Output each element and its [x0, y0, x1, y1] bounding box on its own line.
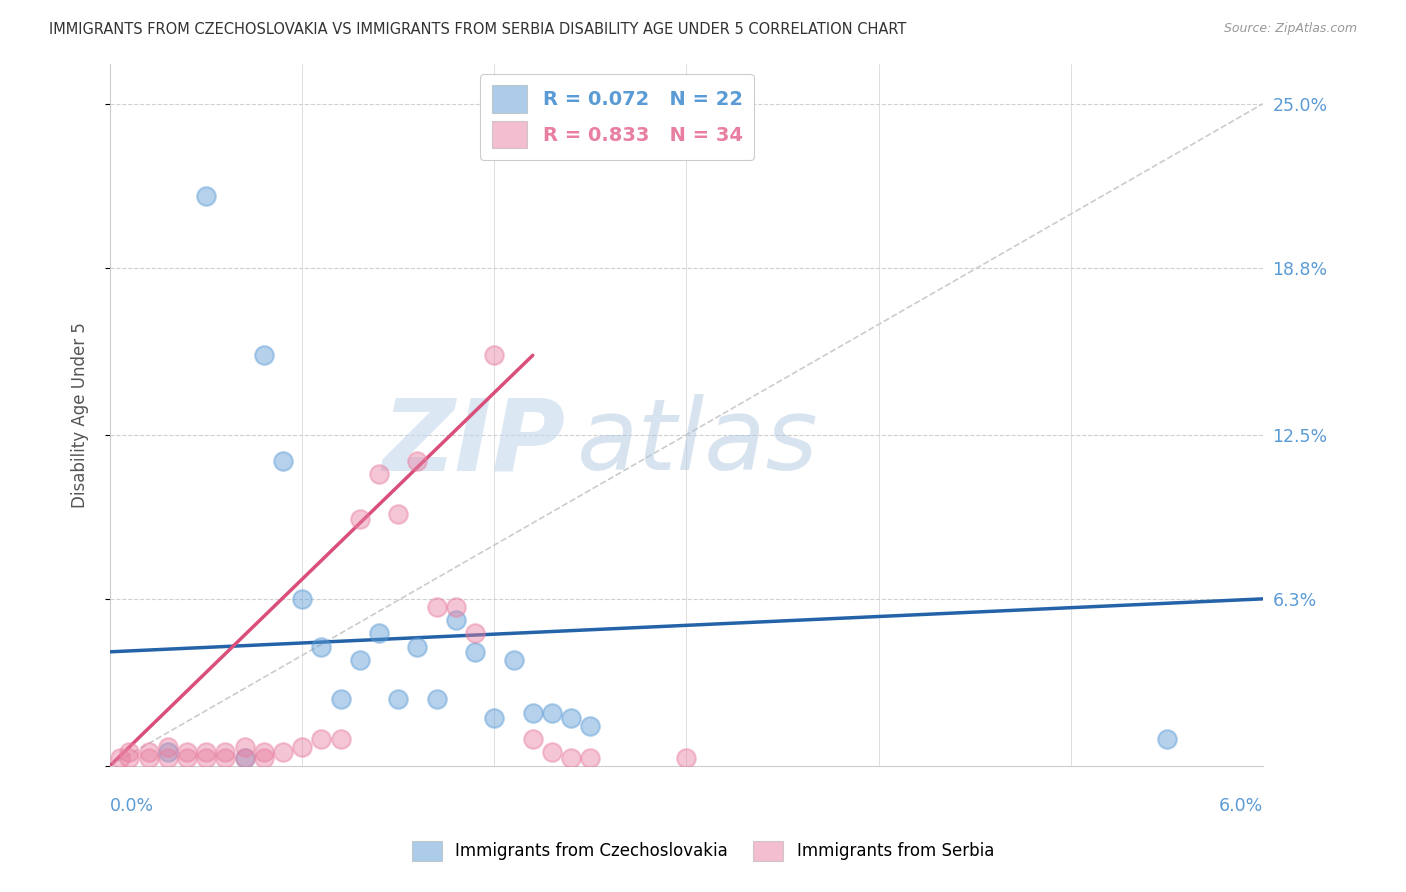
- Point: [271, 746, 294, 760]
- Point: [406, 640, 429, 654]
- Point: [176, 750, 198, 764]
- Point: [522, 732, 544, 747]
- Point: [387, 507, 409, 521]
- Point: [541, 746, 564, 760]
- Y-axis label: Disability Age Under 5: Disability Age Under 5: [72, 322, 89, 508]
- Point: [195, 750, 218, 764]
- Point: [118, 750, 141, 764]
- Point: [156, 740, 179, 755]
- Point: [522, 706, 544, 720]
- Point: [444, 599, 467, 614]
- Point: [387, 692, 409, 706]
- Point: [311, 640, 333, 654]
- Text: 6.0%: 6.0%: [1219, 797, 1263, 815]
- Point: [426, 599, 449, 614]
- Point: [541, 706, 564, 720]
- Point: [214, 746, 236, 760]
- Point: [233, 740, 256, 755]
- Point: [253, 348, 276, 362]
- Point: [464, 645, 486, 659]
- Point: [675, 750, 697, 764]
- Point: [484, 348, 506, 362]
- Point: [444, 613, 467, 627]
- Point: [253, 750, 276, 764]
- Point: [214, 750, 236, 764]
- Point: [156, 746, 179, 760]
- Point: [406, 454, 429, 468]
- Point: [329, 732, 352, 747]
- Text: atlas: atlas: [576, 394, 818, 491]
- Point: [233, 750, 256, 764]
- Point: [195, 189, 218, 203]
- Point: [311, 732, 333, 747]
- Point: [349, 653, 371, 667]
- Point: [329, 692, 352, 706]
- Point: [1156, 732, 1178, 747]
- Point: [426, 692, 449, 706]
- Point: [579, 719, 602, 733]
- Point: [560, 711, 582, 725]
- Point: [349, 512, 371, 526]
- Point: [579, 750, 602, 764]
- Point: [271, 454, 294, 468]
- Text: Source: ZipAtlas.com: Source: ZipAtlas.com: [1223, 22, 1357, 36]
- Point: [502, 653, 524, 667]
- Point: [291, 740, 314, 755]
- Legend: Immigrants from Czechoslovakia, Immigrants from Serbia: Immigrants from Czechoslovakia, Immigran…: [405, 834, 1001, 868]
- Text: ZIP: ZIP: [382, 394, 565, 491]
- Point: [253, 746, 276, 760]
- Point: [195, 746, 218, 760]
- Point: [368, 467, 391, 482]
- Point: [138, 746, 160, 760]
- Legend: R = 0.072   N = 22, R = 0.833   N = 34: R = 0.072 N = 22, R = 0.833 N = 34: [481, 74, 754, 160]
- Point: [118, 746, 141, 760]
- Point: [138, 750, 160, 764]
- Point: [368, 626, 391, 640]
- Point: [156, 750, 179, 764]
- Text: 0.0%: 0.0%: [110, 797, 155, 815]
- Point: [108, 750, 131, 764]
- Point: [560, 750, 582, 764]
- Point: [291, 591, 314, 606]
- Point: [484, 711, 506, 725]
- Point: [176, 746, 198, 760]
- Point: [464, 626, 486, 640]
- Point: [233, 750, 256, 764]
- Text: IMMIGRANTS FROM CZECHOSLOVAKIA VS IMMIGRANTS FROM SERBIA DISABILITY AGE UNDER 5 : IMMIGRANTS FROM CZECHOSLOVAKIA VS IMMIGR…: [49, 22, 907, 37]
